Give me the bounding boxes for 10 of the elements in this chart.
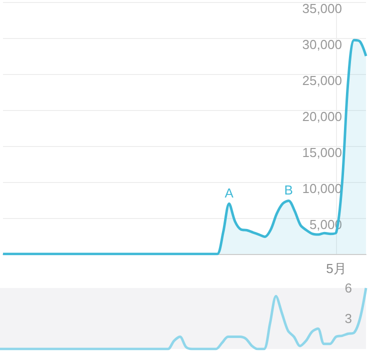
- y-tick-label: 6: [344, 280, 352, 296]
- y-tick-label: 25,000: [302, 73, 342, 88]
- y-tick-label: 15,000: [302, 145, 342, 160]
- x-tick-label: 5月: [326, 261, 346, 276]
- data-label: A: [224, 186, 234, 201]
- y-tick-label: 30,000: [302, 37, 342, 52]
- y-tick-label: 35,000: [302, 1, 342, 16]
- y-tick-label: 3: [344, 311, 352, 326]
- data-label: B: [284, 182, 293, 198]
- y-tick-label: 20,000: [302, 109, 342, 124]
